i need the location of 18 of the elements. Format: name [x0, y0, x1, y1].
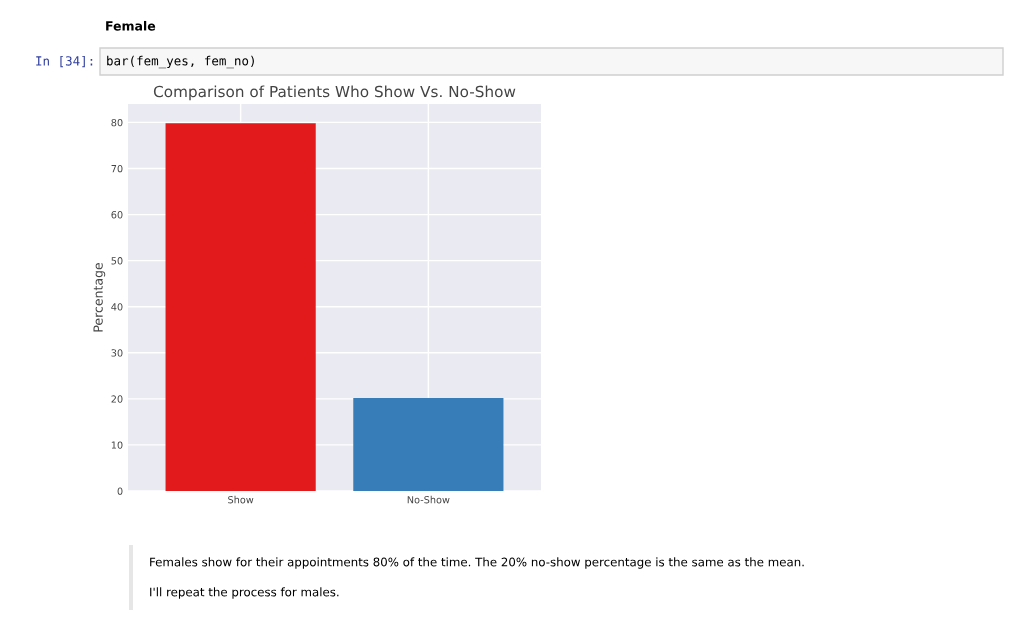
- x-tick-label: Show: [228, 495, 254, 504]
- y-tick-label: 70: [111, 164, 123, 173]
- y-tick-label: 60: [111, 211, 123, 219]
- y-tick-label: 10: [111, 441, 123, 449]
- text: Female: [106, 20, 156, 31]
- y-tick-label: 80: [111, 118, 123, 127]
- y-tick-label: 40: [111, 303, 123, 311]
- y-tick-label: 30: [111, 349, 123, 357]
- chart-title: Comparison of Patients Who Show Vs. No-Show: [153, 85, 516, 101]
- text: I'll repeat the process for males.: [150, 587, 339, 599]
- y-axis-title: Percentage: [93, 263, 106, 332]
- y-tick-label: 0: [117, 487, 123, 495]
- y-tick-label: 20: [111, 395, 123, 403]
- x-tick-label: No-Show: [407, 495, 450, 504]
- text: In [34]:: [36, 55, 93, 68]
- text: Females show for their appointments 80% of the time. The 20% no-show percentage is the same as the mean.: [150, 557, 804, 569]
- text: bar(fem_yes, fem_no): [107, 55, 254, 69]
- y-tick-label: 50: [111, 257, 123, 265]
